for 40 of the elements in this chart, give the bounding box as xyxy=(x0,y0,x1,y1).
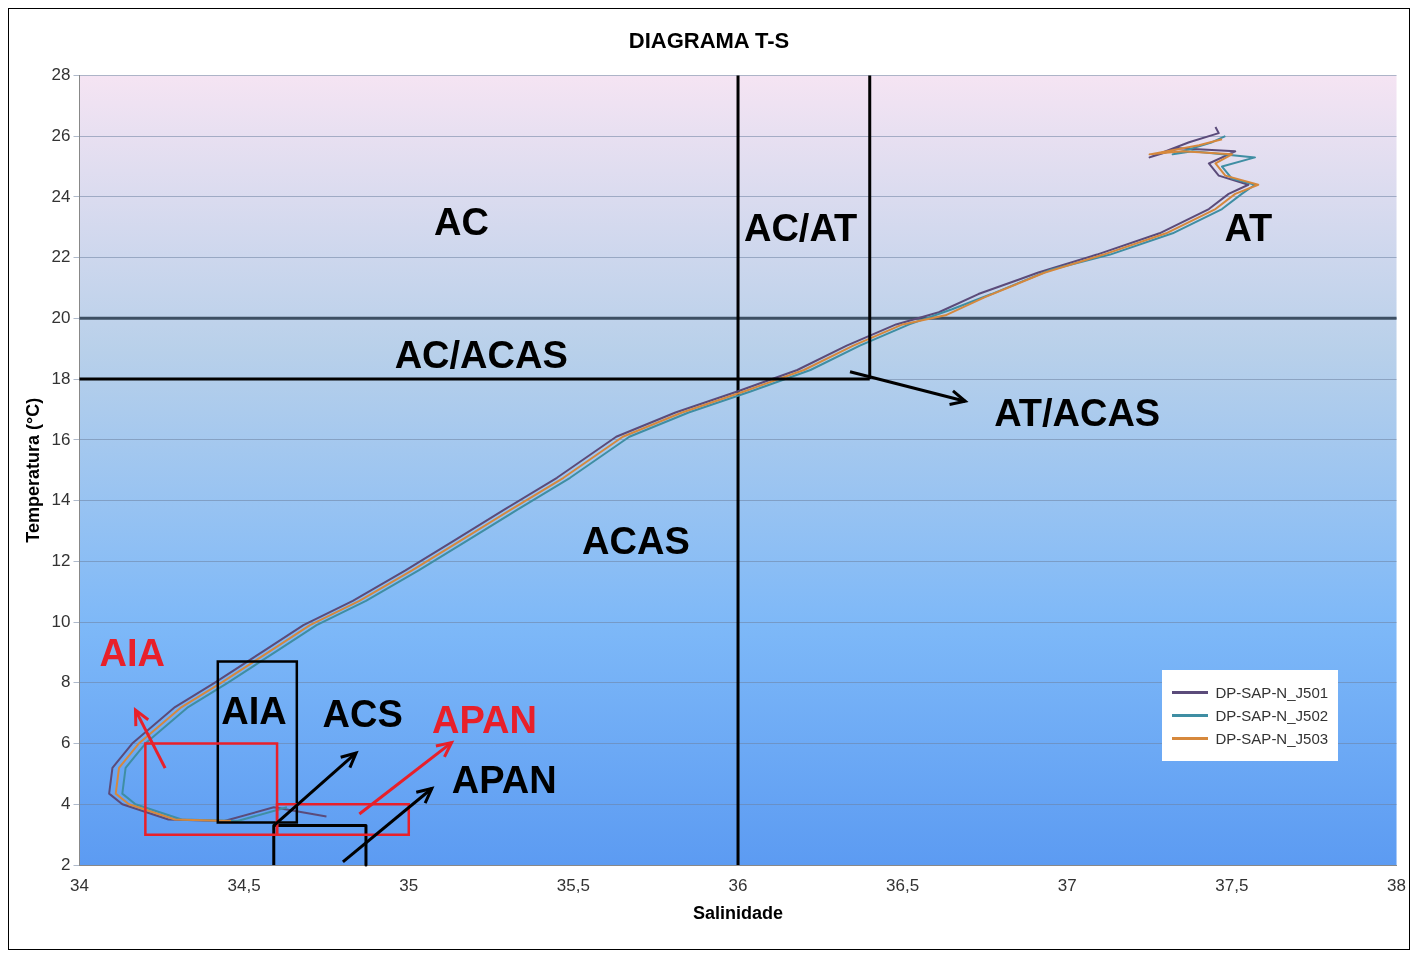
y-tick-label: 28 xyxy=(51,65,71,85)
x-tick-label: 35,5 xyxy=(556,875,590,895)
annotation: APAN xyxy=(432,698,537,741)
y-tick-label: 2 xyxy=(61,854,71,874)
annotation: AT/ACAS xyxy=(994,392,1161,435)
y-tick-label: 10 xyxy=(51,611,71,631)
y-tick-label: 24 xyxy=(51,186,71,206)
y-tick-label: 6 xyxy=(61,733,71,753)
annotation: AC xyxy=(434,200,489,243)
x-tick-label: 37,5 xyxy=(1215,875,1249,895)
x-tick-label: 34 xyxy=(70,875,89,895)
y-tick-label: 4 xyxy=(61,793,71,813)
chart-title: DIAGRAMA T-S xyxy=(628,28,790,54)
legend-label: DP-SAP-N_J501 xyxy=(1215,684,1329,701)
y-tick-label: 22 xyxy=(51,247,71,267)
annotation: AIA xyxy=(221,689,287,732)
annotation: AT xyxy=(1224,206,1273,249)
annotation: AIA xyxy=(99,631,165,674)
y-tick-label: 12 xyxy=(51,551,71,570)
legend-label: DP-SAP-N_J503 xyxy=(1215,730,1329,747)
x-tick-label: 35 xyxy=(399,875,419,895)
annotation: AC/AT xyxy=(743,206,858,249)
x-tick-label: 37 xyxy=(1057,875,1077,895)
y-tick-label: 20 xyxy=(51,308,71,328)
y-tick-label: 8 xyxy=(61,672,71,692)
x-tick-label: 36,5 xyxy=(886,875,920,895)
y-tick-label: 26 xyxy=(51,125,71,145)
x-tick-label: 34,5 xyxy=(227,875,261,895)
legend-label: DP-SAP-N_J502 xyxy=(1215,707,1329,724)
y-tick-label: 14 xyxy=(51,490,71,510)
x-tick-label: 38 xyxy=(1387,875,1407,895)
y-tick-label: 18 xyxy=(51,368,71,388)
x-tick-label: 36 xyxy=(728,875,748,895)
y-axis-title: Temperatura (°C) xyxy=(22,397,43,543)
y-tick-label: 16 xyxy=(51,429,71,449)
annotation: APAN xyxy=(451,759,557,802)
annotation: ACS xyxy=(322,692,403,735)
annotation: ACAS xyxy=(582,519,690,562)
x-axis-title: Salinidade xyxy=(693,903,784,924)
annotation: AC/ACAS xyxy=(394,334,568,377)
